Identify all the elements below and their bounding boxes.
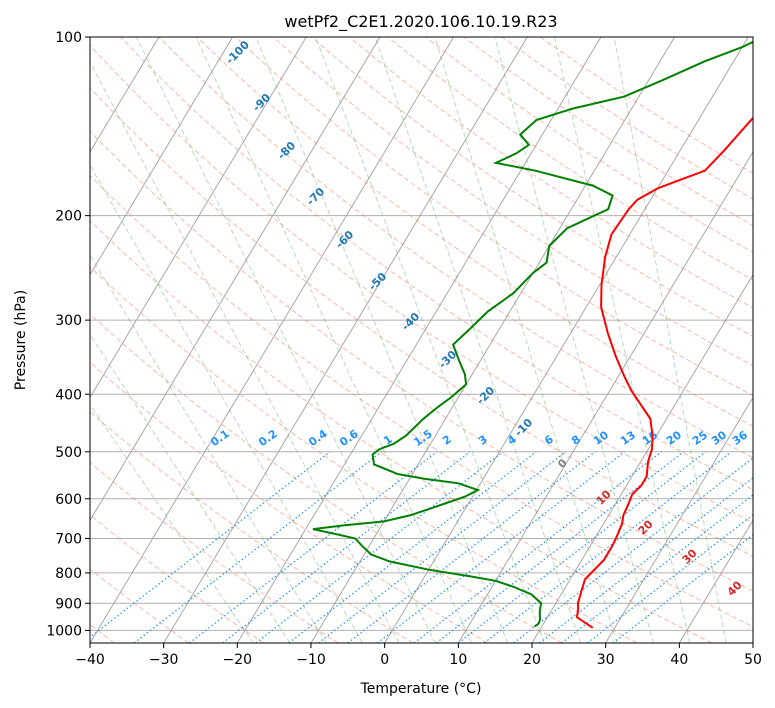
y-tick-label: 900 — [55, 596, 82, 612]
moist-adiabat — [135, 37, 436, 643]
isotherm-line — [605, 396, 753, 643]
y-tick-label: 800 — [55, 566, 82, 582]
moist-adiabat — [613, 37, 727, 643]
mixing-ratio-line — [483, 451, 732, 643]
x-tick-label: 10 — [449, 652, 467, 668]
y-tick-label: 400 — [55, 387, 82, 403]
y-tick-label: 600 — [55, 492, 82, 508]
moist-adiabat — [90, 333, 291, 643]
dry-adiabat — [90, 313, 563, 643]
y-tick-label: 1000 — [46, 623, 82, 639]
moist-adiabat — [90, 164, 364, 643]
dry-adiabat — [90, 87, 753, 558]
profiles — [312, 40, 753, 629]
x-axis: −40 −30 −20 −10 0 10 20 30 40 50 — [75, 643, 762, 668]
moist-adiabat — [90, 403, 254, 643]
x-tick-label: −30 — [149, 652, 179, 668]
isotherm-line — [457, 151, 753, 643]
dry-adiabat — [90, 174, 753, 628]
dry-adiabat — [90, 462, 339, 643]
dry-adiabat — [90, 361, 488, 643]
isotherm-line — [90, 37, 160, 153]
y-tick-label: 300 — [55, 313, 82, 329]
dry-adiabat — [196, 37, 753, 427]
moist-adiabat — [374, 37, 582, 643]
isotherm-line — [163, 37, 528, 643]
isotherm-line — [236, 37, 602, 643]
isotherm-line — [384, 37, 749, 643]
isotherm-line — [90, 37, 381, 522]
x-tick-label: 30 — [597, 652, 615, 668]
y-axis: 100 200 300 400 500 600 700 800 900 1000 — [46, 30, 90, 639]
x-tick-label: −20 — [223, 652, 253, 668]
dry-adiabat — [90, 514, 264, 643]
y-tick-label: 700 — [55, 532, 82, 548]
x-tick-label: 0 — [380, 652, 389, 668]
y-axis-label: Pressure (hPa) — [13, 290, 29, 390]
series-line-dewpoint — [312, 40, 753, 628]
moist-adiabat — [434, 37, 618, 643]
chart-title: wetPf2_C2E1.2020.106.10.19.R23 — [284, 12, 557, 32]
moist-adiabat — [255, 37, 509, 643]
mixing-ratio-line — [189, 451, 438, 643]
dry-adiabat — [501, 37, 753, 200]
moist-adiabat — [195, 37, 473, 643]
y-tick-label: 200 — [55, 209, 82, 225]
x-tick-label: 50 — [744, 652, 762, 668]
isotherm-line — [90, 37, 454, 643]
dry-adiabat — [463, 37, 753, 227]
x-tick-label: 20 — [523, 652, 541, 668]
mixing-ratio-line — [347, 451, 596, 643]
x-tick-label: 40 — [670, 652, 688, 668]
moist-adiabat — [494, 37, 654, 643]
series-line-temperature — [575, 116, 753, 629]
moist-adiabat — [90, 254, 327, 643]
dry-adiabat — [120, 37, 753, 491]
dry-adiabat — [90, 266, 638, 643]
mixing-ratio-line — [90, 451, 331, 639]
mixing-ratio-line — [413, 451, 662, 643]
isotherm-line — [531, 273, 753, 643]
y-tick-label: 500 — [55, 445, 82, 461]
isotherm-line — [90, 37, 307, 399]
background-lines — [90, 37, 753, 643]
isotherm-line — [678, 519, 753, 643]
dry-adiabat — [234, 37, 753, 397]
plot-area — [90, 37, 753, 643]
plot-frame — [89, 36, 754, 644]
isotherm-line — [90, 37, 233, 276]
dry-adiabat — [349, 37, 753, 309]
x-tick-label: −10 — [296, 652, 326, 668]
mixing-ratio-line — [435, 451, 684, 643]
dry-adiabat — [272, 37, 753, 367]
mixing-ratio-line — [457, 451, 707, 643]
x-axis-label: Temperature (°C) — [360, 681, 482, 697]
moist-adiabat — [315, 37, 545, 643]
y-tick-label: 100 — [55, 30, 82, 46]
x-tick-label: −40 — [75, 652, 105, 668]
moist-adiabat — [90, 61, 400, 643]
dry-adiabat — [90, 220, 712, 643]
dry-adiabat — [90, 130, 753, 592]
mixing-ratio-line — [612, 534, 753, 643]
dry-adiabat — [90, 411, 414, 643]
